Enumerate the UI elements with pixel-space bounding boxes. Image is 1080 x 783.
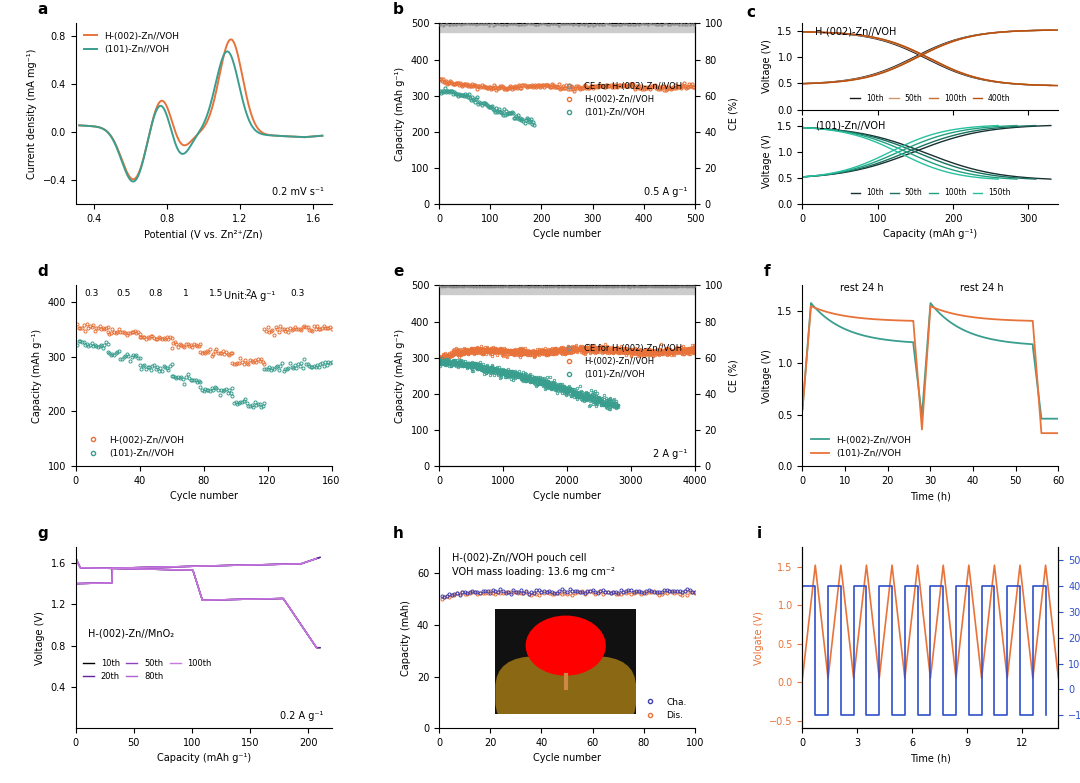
Text: g: g: [37, 526, 48, 542]
Text: b: b: [393, 2, 404, 17]
X-axis label: Potential (V vs. Zn²⁺/Zn): Potential (V vs. Zn²⁺/Zn): [145, 229, 262, 240]
Text: h: h: [393, 526, 404, 542]
Legend: 10th, 50th, 100th, 400th: 10th, 50th, 100th, 400th: [848, 91, 1013, 106]
Cha.: [497, 586, 510, 596]
Legend: 10th, 20th, 50th, 80th, 100th: 10th, 20th, 50th, 80th, 100th: [80, 655, 215, 684]
Text: 0.2 mV s⁻¹: 0.2 mV s⁻¹: [272, 187, 324, 197]
Bar: [440, 286, 694, 294]
Text: i: i: [756, 526, 761, 542]
Text: rest 24 h: rest 24 h: [960, 283, 1003, 293]
Y-axis label: Capacity (mAh g⁻¹): Capacity (mAh g⁻¹): [395, 67, 405, 161]
Text: f: f: [764, 265, 771, 280]
Text: Unit: A g⁻¹: Unit: A g⁻¹: [224, 291, 275, 301]
Cha.: [589, 587, 602, 597]
Cha.: [437, 593, 450, 602]
Dis.: [688, 588, 701, 597]
X-axis label: Cycle number: Cycle number: [534, 229, 600, 240]
Cha.: [671, 586, 684, 596]
Dis.: [494, 588, 507, 597]
Legend: CE for H-(002)-Zn//VOH, H-(002)-Zn//VOH, (101)-Zn//VOH: CE for H-(002)-Zn//VOH, H-(002)-Zn//VOH,…: [557, 78, 686, 121]
Text: (101)-Zn//VOH: (101)-Zn//VOH: [815, 121, 886, 131]
Legend: H-(002)-Zn//VOH, (101)-Zn//VOH: H-(002)-Zn//VOH, (101)-Zn//VOH: [807, 432, 915, 462]
Text: H-(002)-Zn//VOH pouch cell: H-(002)-Zn//VOH pouch cell: [451, 553, 586, 563]
X-axis label: Cycle number: Cycle number: [534, 492, 600, 501]
Y-axis label: Volgate (V): Volgate (V): [754, 611, 764, 665]
Dis.: [678, 586, 691, 595]
Line: Dis.: Dis.: [440, 589, 697, 601]
Cha.: [486, 585, 499, 594]
Legend: CE for H-(002)-Zn//VOH, H-(002)-Zn//VOH, (101)-Zn//VOH: CE for H-(002)-Zn//VOH, H-(002)-Zn//VOH,…: [557, 341, 686, 382]
Cha.: [688, 587, 701, 597]
Y-axis label: Voltage (V): Voltage (V): [761, 349, 772, 402]
Text: 2 A g⁻¹: 2 A g⁻¹: [653, 449, 687, 459]
Text: a: a: [37, 2, 48, 17]
Y-axis label: CE (%): CE (%): [729, 97, 739, 130]
X-axis label: Time (h): Time (h): [910, 492, 950, 501]
Text: rest 24 h: rest 24 h: [840, 283, 885, 293]
X-axis label: Cycle number: Cycle number: [170, 492, 238, 501]
Text: 0.5 A g⁻¹: 0.5 A g⁻¹: [644, 187, 687, 197]
Legend: Cha., Dis.: Cha., Dis.: [637, 694, 690, 723]
Y-axis label: Current density (mA mg⁻¹): Current density (mA mg⁻¹): [27, 49, 37, 179]
Text: 1: 1: [184, 289, 189, 298]
Text: H-(002)-Zn//MnO₂: H-(002)-Zn//MnO₂: [89, 629, 175, 639]
Text: VOH mass loading: 13.6 mg cm⁻²: VOH mass loading: 13.6 mg cm⁻²: [451, 568, 615, 577]
X-axis label: Time (h): Time (h): [910, 753, 950, 763]
Y-axis label: Capacity (mAh g⁻¹): Capacity (mAh g⁻¹): [31, 329, 42, 423]
Text: 0.8: 0.8: [148, 289, 163, 298]
Dis.: [435, 594, 448, 604]
Text: H-(002)-Zn//VOH: H-(002)-Zn//VOH: [815, 26, 896, 36]
Y-axis label: Voltage (V): Voltage (V): [761, 40, 772, 93]
Legend: H-(002)-Zn//VOH, (101)-Zn//VOH: H-(002)-Zn//VOH, (101)-Zn//VOH: [80, 28, 184, 58]
Y-axis label: CE (%): CE (%): [729, 359, 739, 392]
Legend: 10th, 50th, 100th, 150th: 10th, 50th, 100th, 150th: [848, 186, 1013, 200]
Cha.: [680, 584, 693, 594]
Text: 1.5: 1.5: [210, 289, 224, 298]
Dis.: [566, 590, 579, 599]
Text: 0.3: 0.3: [84, 289, 98, 298]
Line: Cha.: Cha.: [440, 587, 697, 598]
Text: 0.3: 0.3: [291, 289, 306, 298]
Y-axis label: Capacity (mAh): Capacity (mAh): [402, 600, 411, 676]
Y-axis label: Capacity (mAh g⁻¹): Capacity (mAh g⁻¹): [395, 329, 405, 423]
Cha.: [568, 586, 581, 596]
X-axis label: Capacity (mAh g⁻¹): Capacity (mAh g⁻¹): [157, 753, 251, 763]
Y-axis label: Voltage (V): Voltage (V): [761, 134, 772, 188]
Dis.: [586, 587, 599, 597]
Text: 0.5: 0.5: [117, 289, 131, 298]
Text: c: c: [746, 5, 755, 20]
X-axis label: Cycle number: Cycle number: [534, 753, 600, 763]
Text: d: d: [37, 265, 48, 280]
Cha.: [435, 591, 448, 601]
Y-axis label: Voltage (V): Voltage (V): [35, 611, 45, 665]
Legend: H-(002)-Zn//VOH, (101)-Zn//VOH: H-(002)-Zn//VOH, (101)-Zn//VOH: [80, 432, 188, 462]
Cha.: [678, 586, 691, 596]
Text: 0.2 A g⁻¹: 0.2 A g⁻¹: [281, 711, 324, 721]
Text: 2: 2: [245, 289, 252, 298]
X-axis label: Capacity (mAh g⁻¹): Capacity (mAh g⁻¹): [883, 229, 977, 240]
Dis.: [484, 586, 497, 596]
Dis.: [676, 590, 689, 600]
Dis.: [669, 589, 681, 598]
Text: e: e: [393, 265, 403, 280]
Bar: [440, 23, 694, 32]
